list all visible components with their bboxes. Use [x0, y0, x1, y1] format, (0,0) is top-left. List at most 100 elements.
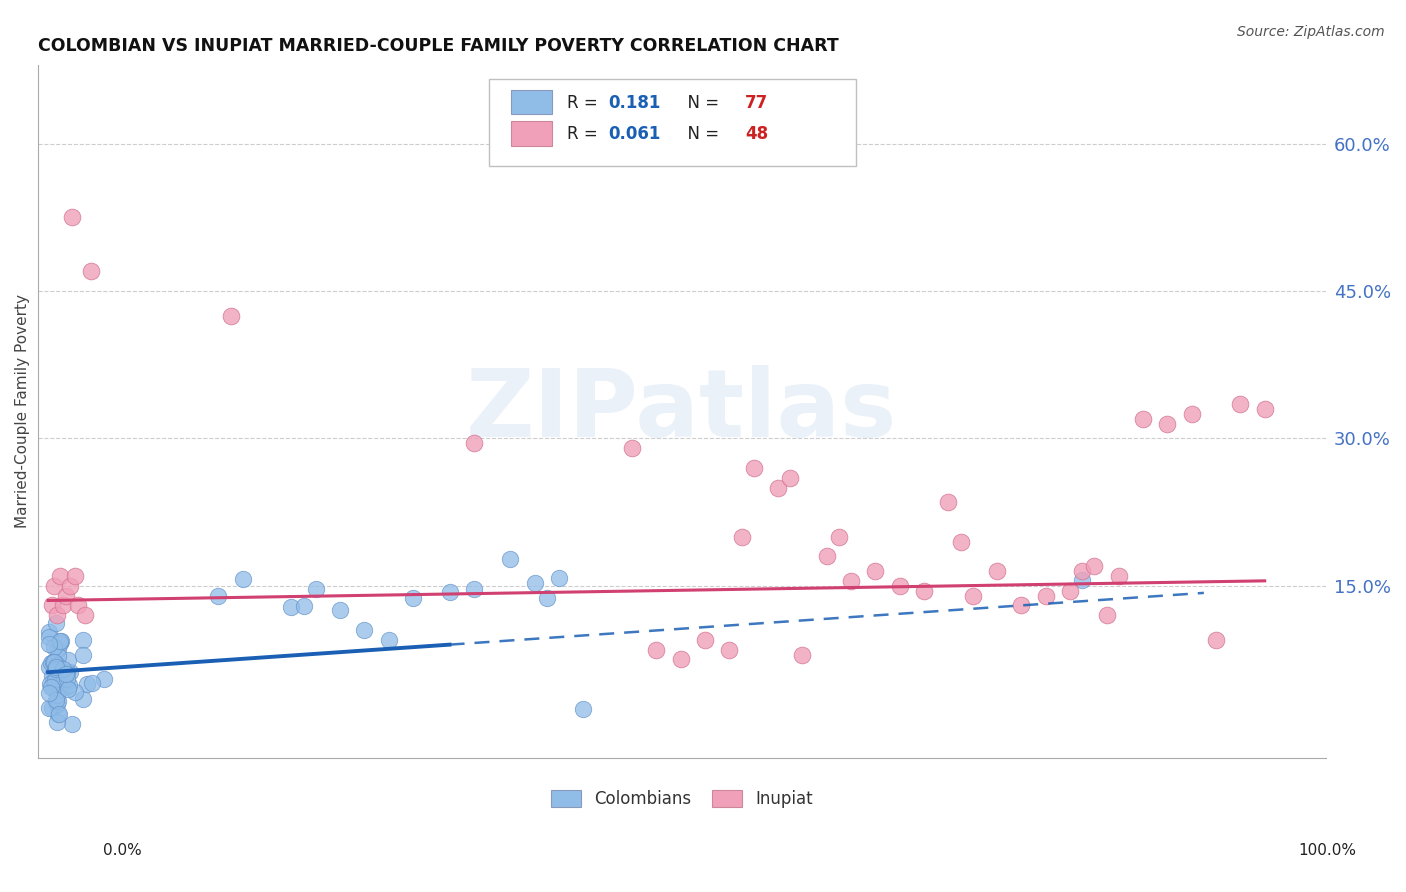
- Point: [280, 599, 302, 614]
- Bar: [510, 90, 553, 114]
- Point: [889, 579, 911, 593]
- Point: [72, 632, 94, 647]
- Point: [46, 688, 69, 702]
- Point: [39, 680, 62, 694]
- Text: 0.061: 0.061: [609, 126, 661, 144]
- Point: [45, 658, 67, 673]
- Point: [536, 591, 558, 606]
- Point: [41, 656, 63, 670]
- Point: [1059, 583, 1081, 598]
- Point: [53, 680, 76, 694]
- Point: [51, 634, 73, 648]
- Point: [59, 665, 82, 679]
- Text: Source: ZipAtlas.com: Source: ZipAtlas.com: [1237, 25, 1385, 39]
- Point: [42, 640, 65, 654]
- Point: [45, 659, 67, 673]
- Point: [76, 677, 98, 691]
- Point: [59, 579, 82, 593]
- Point: [1010, 599, 1032, 613]
- Point: [44, 676, 66, 690]
- Point: [1156, 417, 1178, 431]
- Point: [41, 599, 63, 613]
- Point: [48, 679, 70, 693]
- Point: [44, 661, 66, 675]
- Text: 77: 77: [745, 95, 768, 112]
- Point: [38, 659, 60, 673]
- Point: [548, 571, 571, 585]
- Point: [38, 630, 60, 644]
- Point: [46, 706, 69, 721]
- Text: R =: R =: [568, 126, 603, 144]
- Point: [46, 715, 69, 730]
- Point: [58, 678, 80, 692]
- Point: [49, 569, 72, 583]
- Legend: Colombians, Inupiat: Colombians, Inupiat: [544, 783, 820, 815]
- Point: [52, 599, 75, 613]
- Point: [44, 673, 66, 688]
- Text: 100.0%: 100.0%: [1299, 843, 1357, 858]
- Bar: [510, 121, 553, 145]
- Point: [56, 665, 79, 679]
- Point: [865, 564, 887, 578]
- Point: [44, 579, 66, 593]
- Point: [828, 530, 851, 544]
- Point: [718, 642, 741, 657]
- Point: [439, 585, 461, 599]
- Text: ZIPatlas: ZIPatlas: [467, 366, 897, 458]
- Point: [63, 569, 86, 583]
- Point: [93, 672, 115, 686]
- Point: [523, 575, 546, 590]
- Point: [44, 655, 66, 669]
- Point: [1132, 411, 1154, 425]
- Point: [46, 649, 69, 664]
- Point: [572, 702, 595, 716]
- Text: COLOMBIAN VS INUPIAT MARRIED-COUPLE FAMILY POVERTY CORRELATION CHART: COLOMBIAN VS INUPIAT MARRIED-COUPLE FAMI…: [38, 37, 839, 55]
- Text: R =: R =: [568, 95, 603, 112]
- Point: [292, 599, 315, 613]
- Point: [305, 582, 328, 597]
- Point: [353, 623, 375, 637]
- Point: [53, 675, 76, 690]
- Point: [742, 461, 765, 475]
- Point: [1095, 608, 1118, 623]
- Point: [80, 676, 103, 690]
- Point: [45, 616, 67, 631]
- Point: [730, 530, 752, 544]
- Point: [45, 693, 67, 707]
- Text: 0.181: 0.181: [609, 95, 661, 112]
- Point: [46, 642, 69, 657]
- Point: [986, 564, 1008, 578]
- Point: [1229, 397, 1251, 411]
- Point: [72, 648, 94, 663]
- Point: [48, 663, 70, 677]
- Text: 48: 48: [745, 126, 768, 144]
- Point: [73, 608, 96, 623]
- Point: [815, 549, 838, 564]
- Point: [52, 671, 75, 685]
- Point: [44, 674, 66, 689]
- Point: [1071, 574, 1094, 588]
- Point: [329, 603, 352, 617]
- Point: [38, 686, 60, 700]
- Point: [52, 661, 75, 675]
- Point: [463, 436, 485, 450]
- Point: [219, 309, 242, 323]
- Point: [792, 648, 814, 662]
- Point: [38, 701, 60, 715]
- FancyBboxPatch shape: [489, 79, 856, 166]
- Point: [621, 442, 644, 456]
- Point: [938, 495, 960, 509]
- Point: [45, 662, 67, 676]
- Point: [463, 582, 485, 597]
- Y-axis label: Married-Couple Family Poverty: Married-Couple Family Poverty: [15, 294, 30, 528]
- Point: [1108, 569, 1130, 583]
- Point: [60, 211, 83, 225]
- Point: [67, 599, 90, 613]
- Point: [499, 552, 522, 566]
- Point: [58, 653, 80, 667]
- Point: [962, 589, 984, 603]
- Point: [41, 701, 63, 715]
- Point: [1035, 589, 1057, 603]
- Point: [45, 608, 67, 623]
- Point: [1254, 401, 1277, 416]
